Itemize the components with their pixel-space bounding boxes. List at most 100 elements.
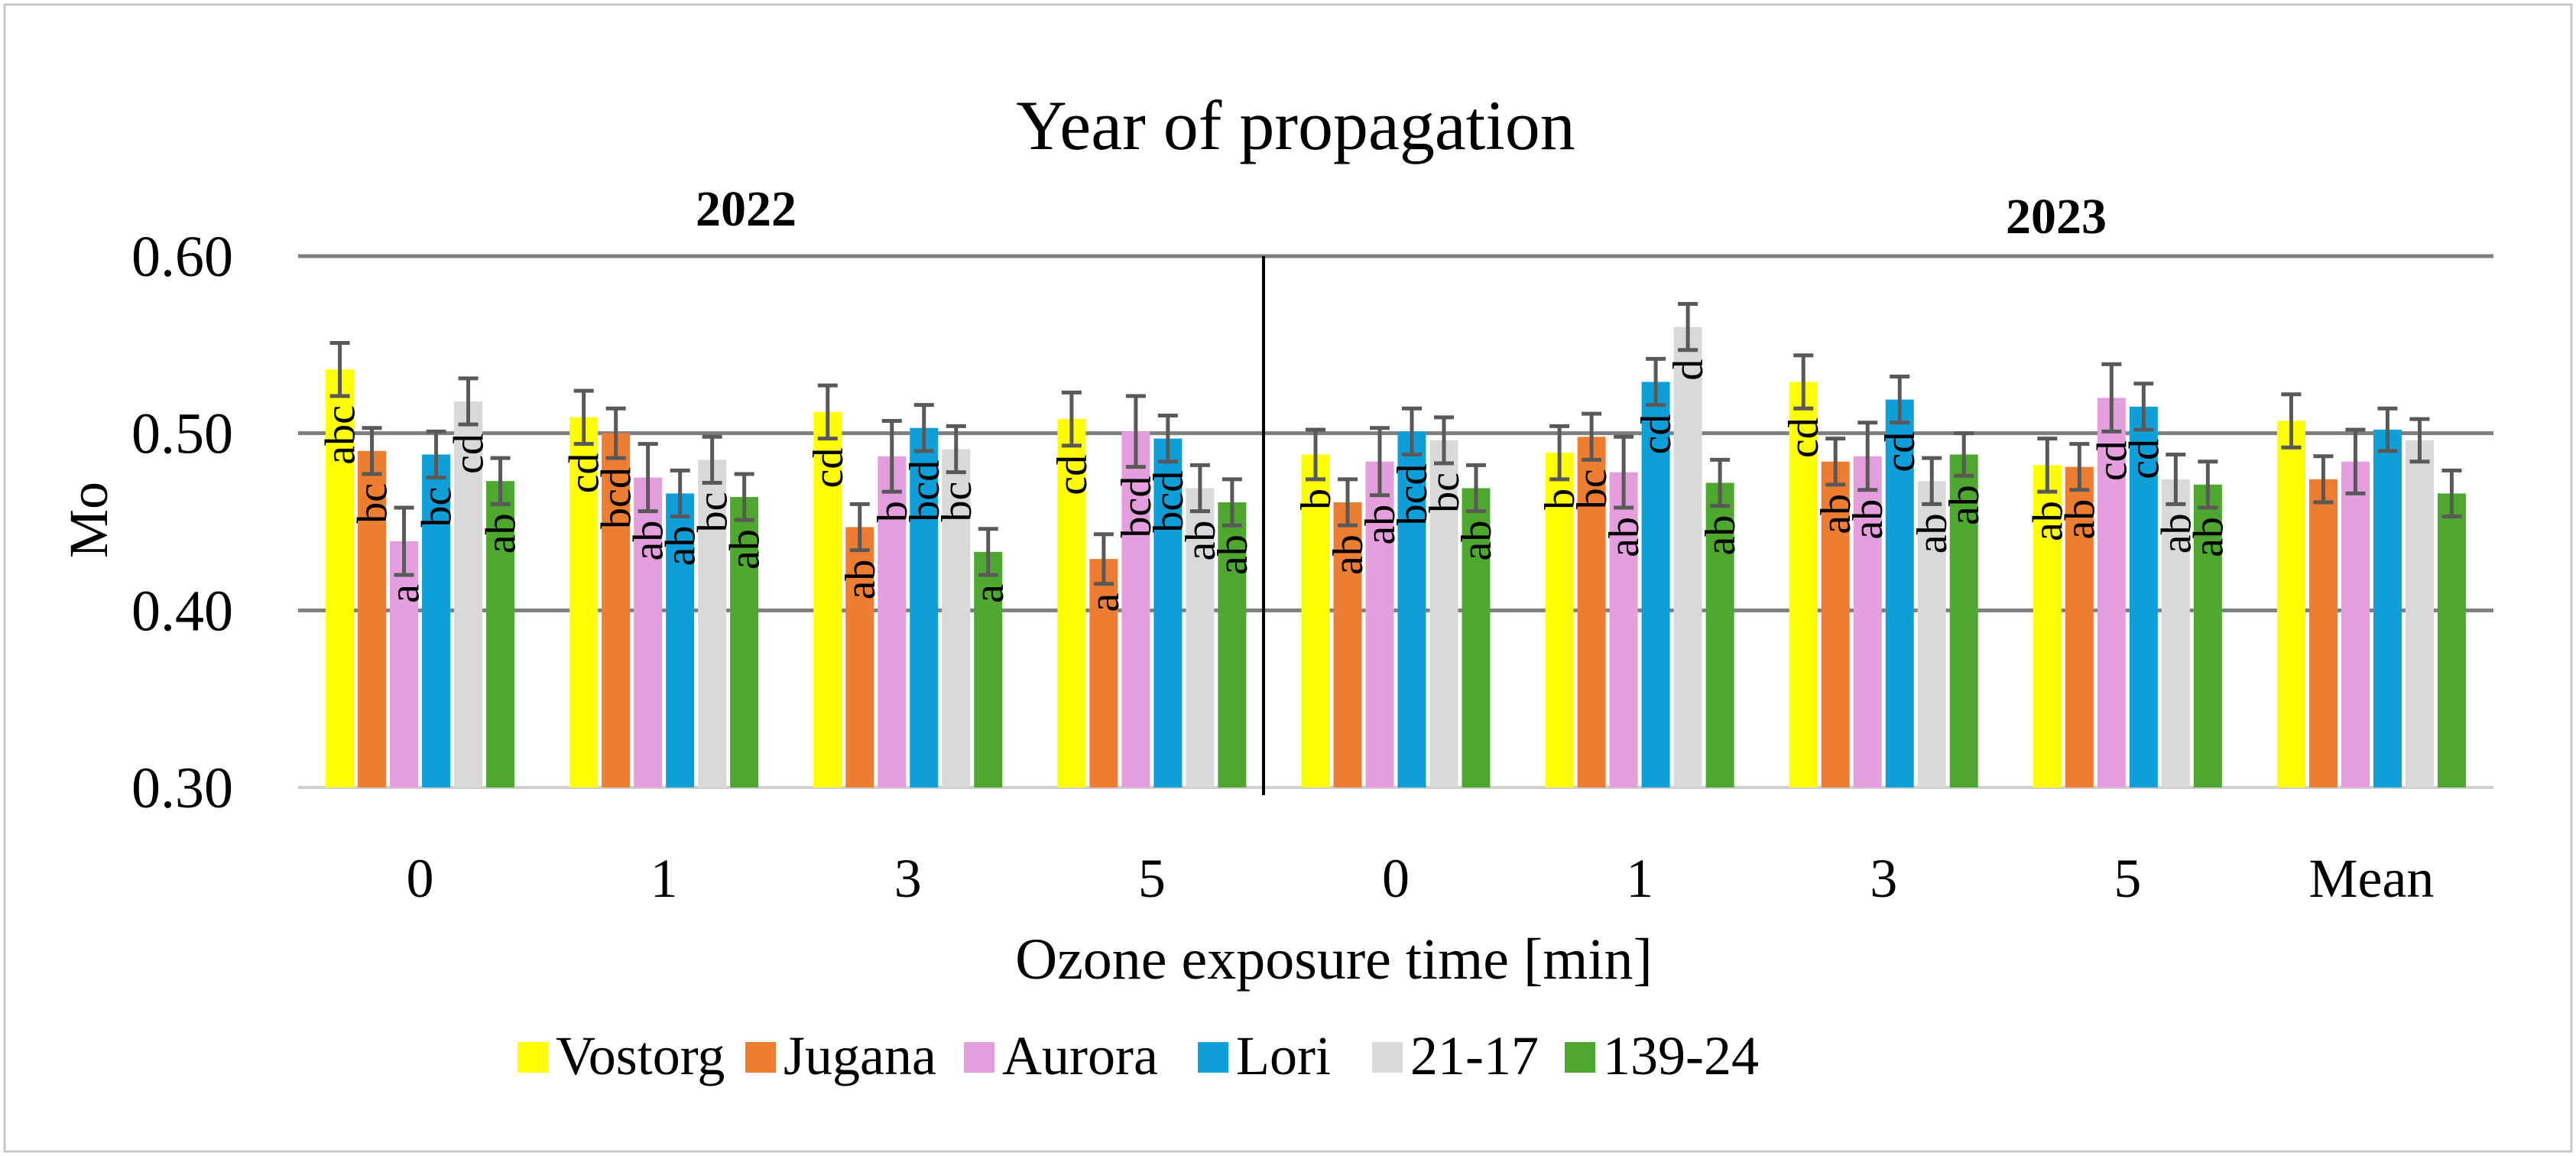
significance-letter: ab <box>1601 517 1648 557</box>
bar <box>1429 440 1458 787</box>
bar <box>454 401 483 787</box>
significance-letter: bc <box>689 492 737 533</box>
bar <box>1462 488 1491 787</box>
bar <box>1153 438 1183 787</box>
bar <box>2065 466 2094 787</box>
significance-letter: bcd <box>1389 463 1436 525</box>
significance-letter: cd <box>2088 440 2136 481</box>
x-tick-label: Mean <box>2308 848 2434 909</box>
bar <box>666 493 695 787</box>
legend-label: Vostorg <box>556 1025 725 1086</box>
significance-letter: ab <box>837 560 884 600</box>
bar <box>1301 454 1330 787</box>
x-tick-label: 1 <box>650 848 678 909</box>
bar <box>730 497 759 787</box>
significance-letter: cd <box>1049 455 1096 495</box>
gridlines <box>298 254 2493 789</box>
significance-letter: a <box>1081 593 1128 612</box>
bar <box>1641 382 1670 787</box>
bar <box>2373 430 2402 787</box>
significance-letter: a <box>965 584 1013 603</box>
significance-letter: cd <box>1633 414 1680 455</box>
significance-letter: ab <box>1941 485 1988 525</box>
significance-letter: bc <box>414 487 461 528</box>
legend-label: Jugana <box>784 1025 936 1086</box>
significance-letter: b <box>1293 489 1340 510</box>
bar <box>1186 488 1215 787</box>
bar <box>2193 484 2222 787</box>
bar <box>1673 326 1702 788</box>
bar <box>910 427 939 787</box>
bar <box>974 551 1003 787</box>
bar <box>2308 479 2338 787</box>
significance-letter: ab <box>1909 513 1956 554</box>
significance-letter: ab <box>2153 513 2200 554</box>
bar <box>2276 421 2305 787</box>
significance-letter: bcd <box>593 467 641 529</box>
bar <box>1949 454 1978 787</box>
legend-swatch <box>1372 1042 1403 1073</box>
significance-letter: d <box>1665 359 1712 381</box>
legend-swatch <box>1198 1042 1228 1073</box>
bar <box>422 454 451 787</box>
significance-letter: cd <box>446 434 493 474</box>
x-tick-label: 5 <box>1138 848 1166 909</box>
legend-label: Aurora <box>1002 1025 1158 1086</box>
x-tick-label: 3 <box>1870 848 1897 909</box>
legend-swatch <box>745 1042 776 1073</box>
bar <box>390 541 419 787</box>
significance-letter: ab <box>1209 534 1257 575</box>
significance-letter: ab <box>1325 534 1372 575</box>
significance-letter: ab <box>1177 521 1225 561</box>
legend-swatch <box>517 1042 548 1073</box>
x-tick-label: 1 <box>1626 848 1653 909</box>
significance-letter: bc <box>1569 469 1616 509</box>
bar <box>1789 382 1818 787</box>
significance-letter: ab <box>1357 505 1404 545</box>
significance-letter: ab <box>2024 501 2072 541</box>
bar <box>486 481 515 787</box>
significance-letter: cd <box>2120 439 2168 479</box>
significance-letter: bc <box>349 483 397 524</box>
bars <box>326 326 2466 788</box>
significance-letter: cd <box>561 453 608 494</box>
significance-letter: ab <box>2185 517 2232 557</box>
bar <box>1609 472 1638 787</box>
bar <box>942 449 971 787</box>
bar <box>845 527 874 787</box>
bar <box>1365 461 1394 787</box>
bar <box>1577 437 1606 787</box>
significance-letter: bcd <box>1113 476 1160 538</box>
bar <box>1057 419 1086 787</box>
significance-letter: cd <box>805 448 852 489</box>
significance-letter: cd <box>1877 432 1924 472</box>
bar <box>358 450 387 787</box>
significance-letter: ab <box>1812 494 1860 534</box>
y-tick-label: 0.50 <box>131 402 233 466</box>
significance-letter: ab <box>1453 521 1501 561</box>
bar <box>2033 465 2062 787</box>
bar <box>1705 482 1734 787</box>
bar <box>1121 431 1150 787</box>
y-tick-label: 0.30 <box>131 756 233 820</box>
significance-letter: b <box>1536 489 1584 510</box>
y-axis-title: Mo <box>58 482 119 558</box>
significance-letter: ab <box>657 526 705 567</box>
bar <box>2405 440 2434 787</box>
bar <box>2097 398 2126 787</box>
y-tick-labels: 0.30 0.40 0.50 0.60 <box>131 225 233 820</box>
chart-title: Year of propagation <box>1016 86 1575 164</box>
bar <box>1917 481 1946 787</box>
legend-label: 139-24 <box>1603 1025 1759 1086</box>
bar <box>1545 453 1574 787</box>
y-tick-label: 0.40 <box>131 579 233 643</box>
bar <box>569 417 599 787</box>
group-label-2023: 2023 <box>2006 189 2107 245</box>
x-axis-title: Ozone exposure time [min] <box>1015 927 1653 992</box>
group-label-2022: 2022 <box>696 181 796 237</box>
significance-letter: ab <box>722 529 769 570</box>
bar <box>2161 479 2190 787</box>
legend-swatch <box>964 1042 994 1073</box>
